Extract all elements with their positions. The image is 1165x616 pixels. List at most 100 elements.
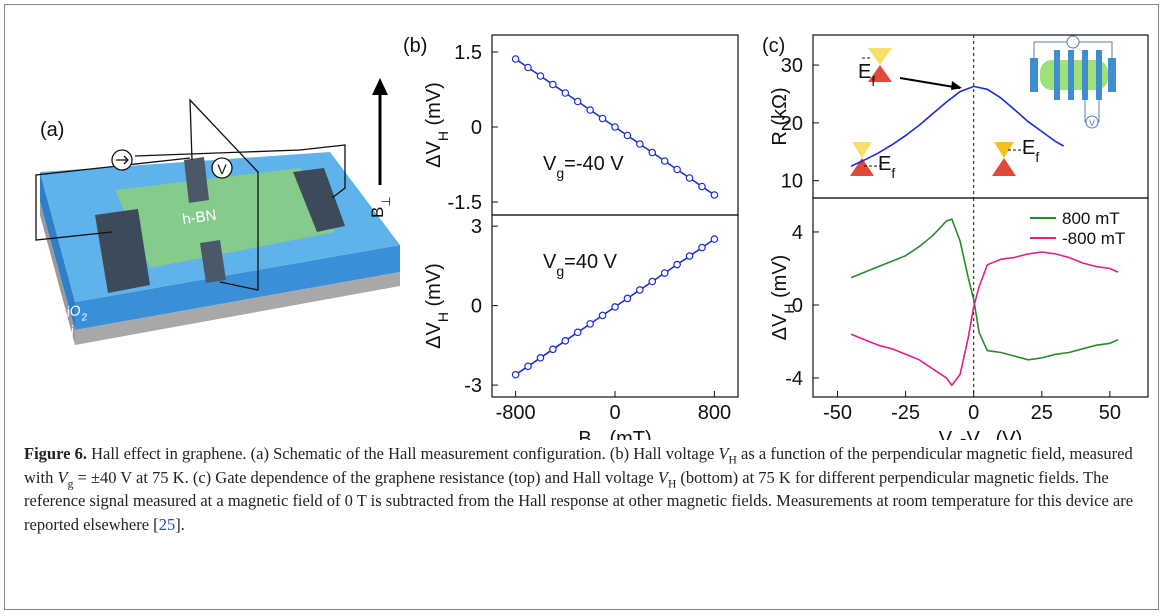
data-point bbox=[573, 97, 582, 106]
data-point bbox=[710, 235, 719, 243]
cone bbox=[852, 142, 872, 158]
electrode bbox=[95, 209, 150, 293]
plot-frame bbox=[812, 197, 1149, 398]
caption-subscript: g bbox=[67, 477, 74, 490]
field-label: B⊥ bbox=[368, 196, 393, 218]
figure: V h-BN SiO2 Si B⊥ (a) (b) (c) V -1.501.5… bbox=[35, 34, 1149, 440]
field-arrowhead bbox=[372, 78, 388, 95]
label-part: g bbox=[556, 263, 564, 279]
x-tick-label: 0 bbox=[968, 402, 979, 424]
oxide-side bbox=[40, 172, 75, 330]
data-point bbox=[698, 243, 706, 252]
annotation: Ef bbox=[858, 61, 875, 89]
label-part: ΔV bbox=[423, 322, 445, 349]
x-tick-label: 800 bbox=[698, 402, 731, 424]
annotation: Ef bbox=[878, 153, 895, 181]
label-part: R (kΩ) bbox=[769, 87, 791, 145]
label-part: ΔV bbox=[769, 313, 791, 340]
label-part: (mT) bbox=[604, 428, 652, 440]
label-part: E bbox=[858, 61, 871, 83]
data-point bbox=[511, 370, 520, 379]
data-line bbox=[850, 218, 1119, 361]
y-axis-label: ΔVH (mV) bbox=[769, 255, 797, 341]
data-point bbox=[561, 89, 570, 97]
label-part: ΔV bbox=[423, 141, 445, 168]
cone bbox=[868, 48, 892, 65]
caption-title: Figure 6. bbox=[24, 444, 87, 463]
schematic: V h-BN SiO2 Si B⊥ (a) bbox=[35, 78, 400, 345]
annotation: Vg=-40 V bbox=[543, 153, 624, 181]
y-tick-label: 0 bbox=[471, 296, 482, 318]
pointer bbox=[899, 77, 961, 89]
caption-symbol: V bbox=[57, 467, 68, 487]
label-part: V bbox=[543, 251, 557, 273]
label-part: g bbox=[556, 165, 564, 181]
caption-reference[interactable]: 25 bbox=[158, 514, 176, 534]
data-point bbox=[536, 72, 545, 80]
wire bbox=[35, 157, 191, 241]
oxide-label: SiO2 bbox=[56, 301, 88, 326]
data-point bbox=[673, 260, 681, 269]
label-part: H bbox=[435, 312, 451, 322]
caption-subscript: H bbox=[728, 454, 737, 467]
electrode bbox=[200, 240, 226, 283]
label-part: -V bbox=[960, 428, 981, 440]
data-point bbox=[536, 353, 545, 362]
cone bbox=[994, 142, 1014, 158]
label-part: =40 V bbox=[564, 251, 617, 273]
caption-text: ]. bbox=[175, 514, 185, 534]
label-part: (V) bbox=[990, 428, 1022, 440]
label-part: SiO bbox=[56, 302, 81, 321]
data-point bbox=[549, 345, 557, 354]
y-axis-label: ΔVH (mV) bbox=[423, 263, 451, 349]
insets: V bbox=[850, 35, 1116, 176]
caption-subscript: H bbox=[667, 477, 677, 490]
data-point bbox=[648, 277, 657, 286]
wire bbox=[134, 149, 301, 157]
data-point bbox=[524, 362, 532, 371]
label-part: B bbox=[578, 428, 591, 440]
data-point bbox=[598, 114, 607, 123]
data-line bbox=[850, 251, 1119, 387]
data-point bbox=[636, 140, 644, 148]
y-tick-label: 0 bbox=[471, 117, 482, 139]
caption-symbol: V bbox=[657, 467, 668, 487]
label-part: f bbox=[891, 165, 895, 181]
data-point bbox=[685, 252, 694, 260]
data-point bbox=[660, 157, 669, 165]
inset-label: V bbox=[1089, 118, 1095, 128]
pointer-head bbox=[951, 81, 962, 90]
y-tick-label: 30 bbox=[781, 55, 803, 77]
panel-label: (c) bbox=[762, 35, 785, 57]
data-point bbox=[685, 174, 694, 182]
y-tick-label: 1.5 bbox=[454, 42, 482, 64]
caption-symbol: V bbox=[718, 444, 729, 463]
substrate-front bbox=[75, 272, 400, 345]
label-part: H bbox=[435, 131, 451, 141]
ammeter-arrow bbox=[116, 155, 129, 165]
data-line bbox=[850, 85, 1064, 167]
label-part: B bbox=[368, 207, 387, 218]
label-part: (mV) bbox=[769, 255, 791, 304]
caption-text: = ±40 V at 75 K. (c) Gate dependence of … bbox=[73, 467, 658, 487]
y-tick-label: 3 bbox=[471, 216, 482, 238]
x-tick-label: -800 bbox=[496, 402, 536, 424]
data-point bbox=[549, 80, 557, 89]
label-part: V bbox=[939, 428, 953, 440]
label-part: 2 bbox=[80, 311, 88, 323]
label-part: E bbox=[878, 153, 891, 175]
data-point bbox=[710, 191, 719, 199]
caption: Figure 6. Hall effect in graphene. (a) S… bbox=[24, 442, 1139, 536]
x-tick-label: -50 bbox=[823, 402, 852, 424]
data-point bbox=[561, 337, 570, 345]
label-part: =-40 V bbox=[564, 153, 624, 175]
panel-label: (a) bbox=[40, 119, 64, 141]
annotation: Vg=40 V bbox=[543, 251, 618, 279]
x-tick-label: 50 bbox=[1099, 402, 1121, 424]
y-tick-label: -3 bbox=[464, 375, 482, 397]
label-part: ⊥ bbox=[379, 196, 393, 206]
data-point bbox=[648, 148, 657, 157]
data-point bbox=[698, 182, 706, 191]
data-point bbox=[623, 131, 632, 140]
